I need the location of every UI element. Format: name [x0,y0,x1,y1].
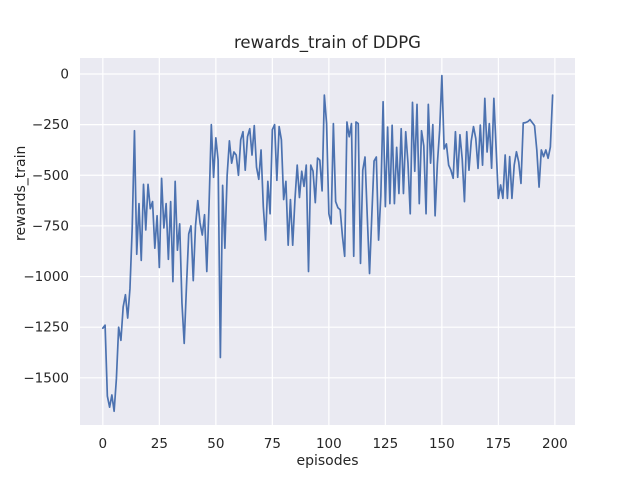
x-tick-label: 0 [99,436,108,452]
rewards-train-line [101,74,554,413]
y-tick-label: −1250 [23,320,69,336]
y-axis-label: rewards_train [13,145,29,241]
y-tick-label: −750 [32,218,69,234]
y-tick-label: −250 [32,117,69,133]
y-tick-label: −500 [32,168,69,184]
x-tick-label: 175 [485,436,511,452]
x-tick-label: 150 [429,436,455,452]
y-tick-label: 0 [60,67,69,83]
y-tick-label: −1000 [23,269,69,285]
x-tick-label: 100 [316,436,342,452]
x-tick-label: 75 [264,436,281,452]
chart-title: rewards_train of DDPG [234,33,421,52]
x-tick-label: 25 [151,436,168,452]
x-tick-label: 200 [542,436,568,452]
y-tick-label: −1500 [23,370,69,386]
x-axis-label: episodes [296,453,359,469]
x-tick-label: 50 [207,436,224,452]
x-tick-label: 125 [372,436,398,452]
